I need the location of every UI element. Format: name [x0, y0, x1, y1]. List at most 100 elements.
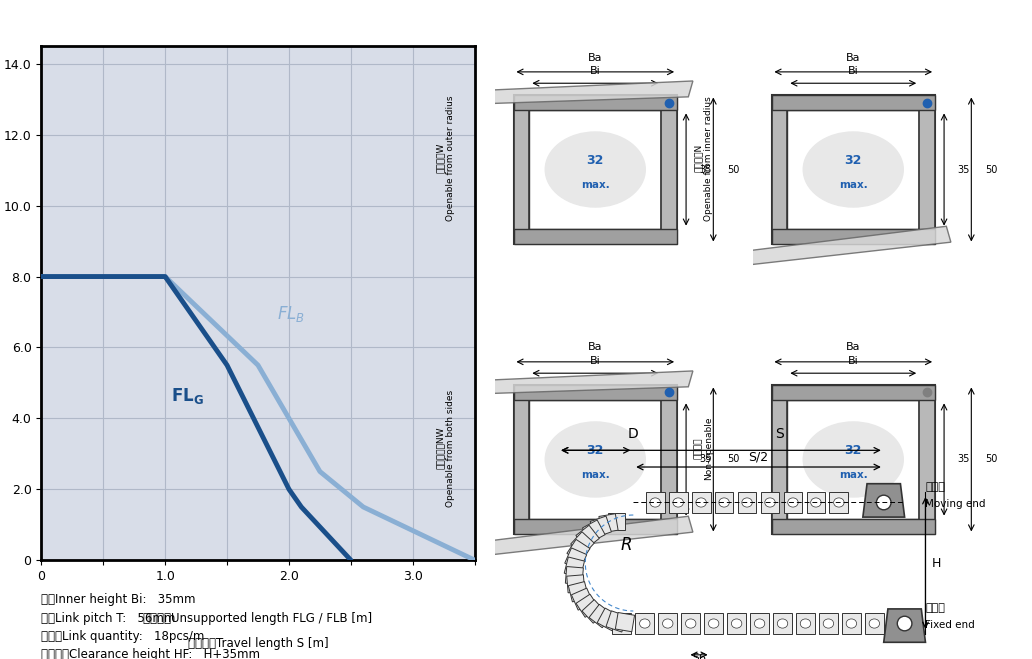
- Ellipse shape: [869, 619, 879, 628]
- Bar: [787, 401, 920, 519]
- Polygon shape: [486, 371, 692, 393]
- Text: 35: 35: [700, 455, 712, 465]
- Text: 安装高度Clearance height HF:   H+35mm: 安装高度Clearance height HF: H+35mm: [41, 648, 260, 659]
- Bar: [772, 519, 935, 534]
- Ellipse shape: [545, 422, 645, 497]
- Bar: [772, 95, 787, 244]
- Ellipse shape: [800, 619, 811, 628]
- Bar: [514, 95, 677, 244]
- Bar: [514, 95, 677, 111]
- Text: Bi: Bi: [590, 356, 601, 366]
- Bar: [842, 613, 861, 634]
- Bar: [636, 613, 654, 634]
- Bar: [681, 613, 700, 634]
- Text: Bi: Bi: [848, 66, 859, 76]
- Text: 32: 32: [844, 444, 862, 457]
- Bar: [658, 613, 677, 634]
- Text: 56: 56: [692, 653, 706, 659]
- Ellipse shape: [719, 498, 730, 507]
- Bar: [615, 612, 635, 632]
- Text: Moving end: Moving end: [926, 499, 986, 509]
- Text: Bi: Bi: [848, 356, 859, 366]
- Text: Ba: Ba: [846, 53, 861, 63]
- Text: 35: 35: [958, 165, 970, 175]
- Bar: [920, 95, 935, 244]
- Bar: [572, 588, 593, 610]
- Text: Bi: Bi: [590, 66, 601, 76]
- Text: 35: 35: [700, 165, 712, 175]
- Bar: [571, 532, 594, 556]
- Bar: [920, 385, 935, 534]
- Ellipse shape: [777, 619, 787, 628]
- Bar: [772, 229, 935, 244]
- Ellipse shape: [834, 498, 844, 507]
- Bar: [772, 95, 935, 111]
- Text: Fixed end: Fixed end: [926, 619, 975, 630]
- Bar: [606, 611, 627, 632]
- Text: 内外侧打开NW
Openable from both sides: 内外侧打开NW Openable from both sides: [436, 389, 455, 507]
- Text: H: H: [932, 556, 941, 569]
- Bar: [772, 385, 935, 534]
- Text: 固定端: 固定端: [926, 603, 945, 613]
- Bar: [599, 514, 618, 533]
- Bar: [569, 582, 588, 602]
- Polygon shape: [486, 81, 692, 103]
- Bar: [783, 492, 802, 513]
- Ellipse shape: [696, 498, 706, 507]
- Bar: [582, 600, 606, 623]
- Polygon shape: [744, 226, 950, 265]
- Bar: [773, 613, 792, 634]
- Text: $FL_B$: $FL_B$: [277, 304, 304, 324]
- Bar: [830, 492, 848, 513]
- Text: max.: max.: [839, 471, 868, 480]
- Bar: [807, 492, 826, 513]
- Text: 外侧打开W
Openable from outer radius: 外侧打开W Openable from outer radius: [436, 96, 455, 221]
- Bar: [704, 613, 723, 634]
- Ellipse shape: [803, 132, 903, 207]
- Text: 35: 35: [958, 455, 970, 465]
- Bar: [589, 604, 613, 628]
- Bar: [565, 557, 584, 577]
- Polygon shape: [883, 609, 926, 643]
- Bar: [662, 385, 677, 534]
- Ellipse shape: [765, 498, 775, 507]
- Bar: [514, 385, 677, 401]
- Text: 50: 50: [985, 165, 997, 175]
- Text: 32: 32: [586, 444, 604, 457]
- Text: R: R: [621, 536, 633, 554]
- Bar: [529, 111, 662, 229]
- Ellipse shape: [897, 616, 912, 631]
- Bar: [514, 385, 529, 534]
- Bar: [514, 229, 677, 244]
- Bar: [750, 613, 769, 634]
- Bar: [514, 519, 677, 534]
- Polygon shape: [863, 484, 905, 517]
- Text: 50: 50: [727, 165, 739, 175]
- Text: 内侧打开N
Openable from inner radius: 内侧打开N Openable from inner radius: [694, 96, 713, 221]
- Bar: [761, 492, 779, 513]
- Ellipse shape: [732, 619, 742, 628]
- Bar: [567, 575, 585, 593]
- Bar: [608, 513, 625, 530]
- Bar: [772, 385, 787, 534]
- Bar: [796, 613, 815, 634]
- Text: 50: 50: [727, 455, 739, 465]
- Text: 移动端: 移动端: [926, 482, 945, 492]
- Bar: [529, 401, 662, 519]
- Text: $\mathbf{FL_G}$: $\mathbf{FL_G}$: [171, 386, 204, 406]
- Ellipse shape: [663, 619, 673, 628]
- Bar: [514, 95, 529, 244]
- Ellipse shape: [685, 619, 696, 628]
- Ellipse shape: [892, 619, 903, 628]
- Bar: [738, 492, 756, 513]
- Text: Ba: Ba: [846, 343, 861, 353]
- Bar: [715, 492, 734, 513]
- Text: S: S: [775, 427, 783, 441]
- Bar: [612, 613, 632, 634]
- Bar: [865, 613, 883, 634]
- Bar: [669, 492, 687, 513]
- Bar: [576, 594, 600, 617]
- Text: 32: 32: [844, 154, 862, 167]
- Ellipse shape: [846, 619, 857, 628]
- Ellipse shape: [708, 619, 719, 628]
